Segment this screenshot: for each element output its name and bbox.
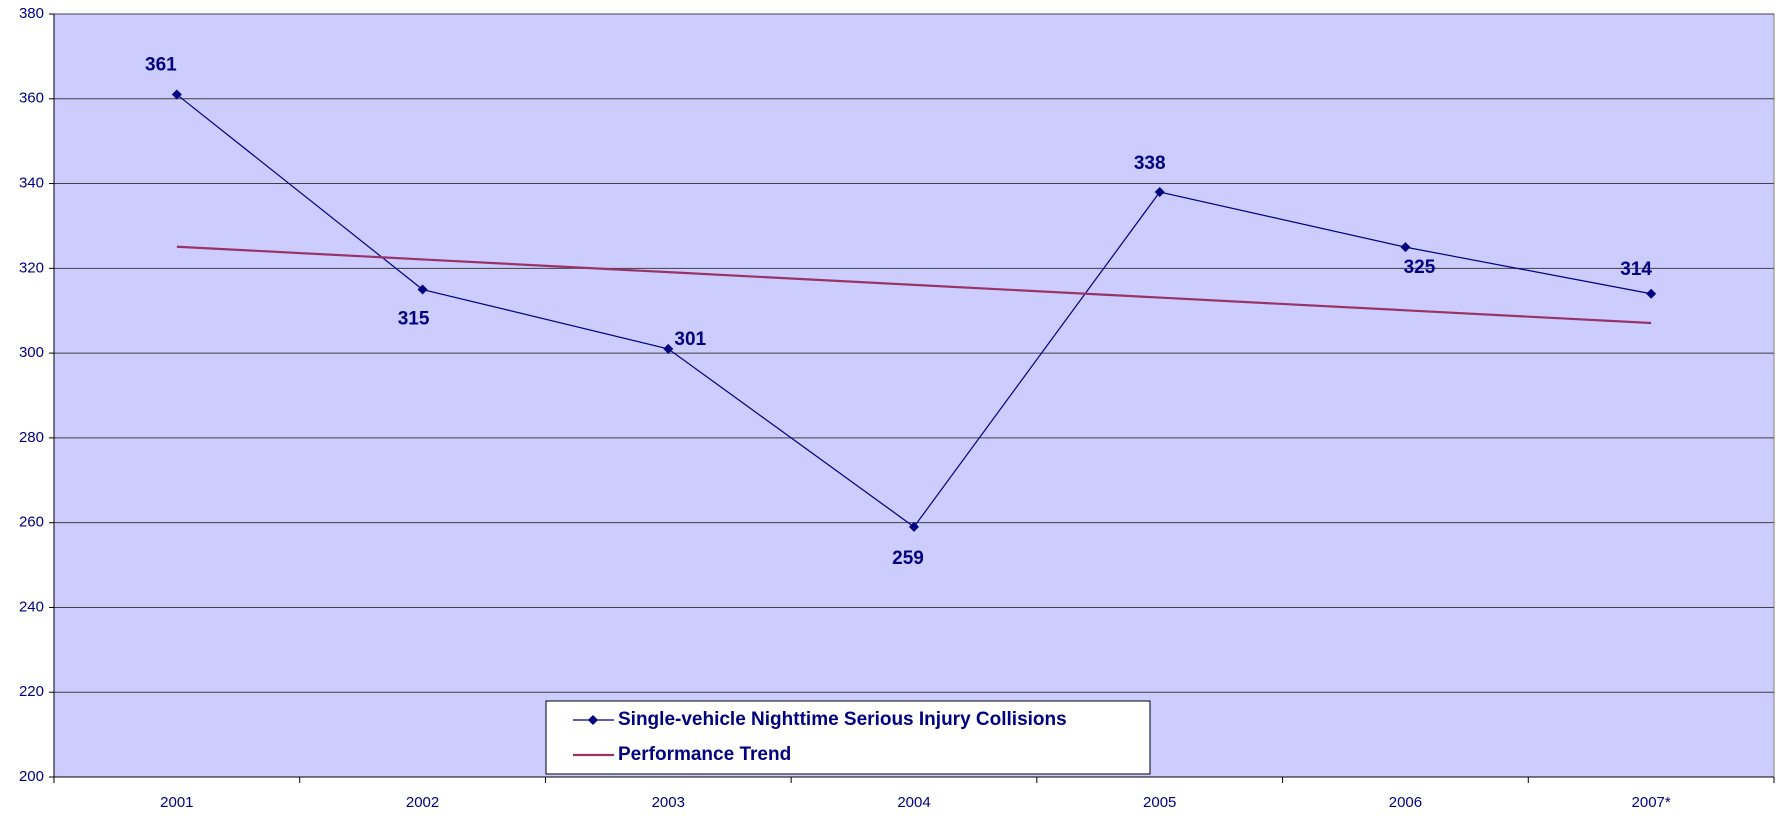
x-tick-label: 2006 xyxy=(1389,794,1422,811)
plot-area xyxy=(53,13,1775,778)
marker xyxy=(909,521,919,532)
legend-label: Performance Trend xyxy=(618,744,791,765)
y-tick-label: 280 xyxy=(19,429,44,446)
x-tick-label: 2003 xyxy=(652,794,685,811)
data-label: 315 xyxy=(398,309,430,330)
legend-label: Single-vehicle Nighttime Serious Injury … xyxy=(618,709,1067,730)
y-tick-label: 380 xyxy=(19,5,44,22)
x-tick-label: 2007* xyxy=(1632,794,1671,811)
data-label: 338 xyxy=(1134,153,1166,174)
legend-marker xyxy=(588,715,598,725)
marker xyxy=(1646,288,1657,299)
data-label: 301 xyxy=(674,329,706,350)
x-tick-label: 2004 xyxy=(897,794,930,811)
y-tick-label: 360 xyxy=(19,90,44,107)
x-tick-label: 2002 xyxy=(406,794,439,811)
legend xyxy=(545,700,1151,775)
marker xyxy=(171,89,182,100)
marker xyxy=(663,343,674,354)
y-tick-label: 220 xyxy=(19,683,44,700)
y-tick-label: 300 xyxy=(19,344,44,361)
series-line xyxy=(176,245,1652,325)
y-tick-label: 240 xyxy=(19,598,44,615)
data-label: 259 xyxy=(892,548,924,569)
marker xyxy=(1400,242,1411,253)
x-tick-label: 2005 xyxy=(1143,794,1176,811)
marker xyxy=(1154,187,1165,198)
marker xyxy=(417,284,428,295)
x-tick-label: 2001 xyxy=(160,794,193,811)
y-tick-label: 200 xyxy=(19,768,44,785)
y-tick-label: 320 xyxy=(19,259,44,276)
data-label: 314 xyxy=(1620,259,1652,280)
y-tick-label: 340 xyxy=(19,175,44,192)
data-label: 361 xyxy=(145,55,177,76)
data-label: 325 xyxy=(1404,257,1436,278)
y-tick-label: 260 xyxy=(19,514,44,531)
